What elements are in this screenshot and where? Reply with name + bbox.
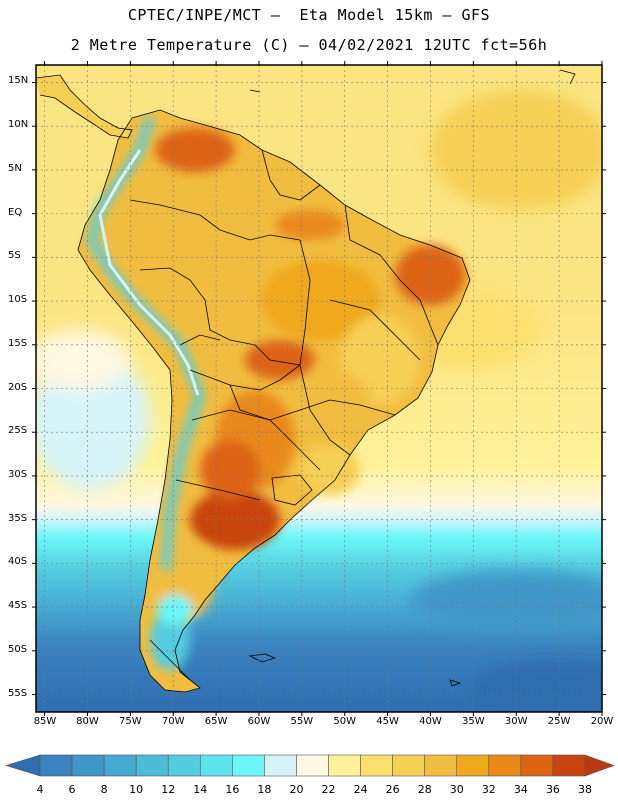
temperature-map [32, 61, 606, 716]
colorbar-box [71, 754, 105, 777]
lat-label: 10S [8, 294, 28, 306]
lat-label: 20S [8, 381, 28, 393]
lon-label: 50W [333, 716, 357, 727]
colorbar [4, 754, 615, 777]
title-line-1: CPTEC/INPE/MCT – Eta Model 15km – GFS [127, 6, 491, 24]
colorbar-label: 26 [385, 783, 400, 796]
colorbar-label: 18 [257, 783, 272, 796]
colorbar-label: 20 [289, 783, 304, 796]
colorbar-low-arrow [4, 754, 41, 777]
colorbar-box [167, 754, 201, 777]
map-frame [35, 64, 603, 713]
colorbar-label: 16 [225, 783, 240, 796]
lon-label: 40W [419, 716, 442, 727]
colorbar-box [135, 754, 169, 777]
colorbar-box [328, 754, 361, 777]
gridlines [36, 65, 602, 712]
title-line-2: 2 Metre Temperature (C) – 04/02/2021 12U… [70, 36, 548, 54]
colorbar-box [488, 754, 522, 777]
colorbar-box [360, 754, 393, 777]
colorbar-label: 8 [100, 783, 108, 796]
lat-label: 50S [8, 643, 28, 655]
lon-label: 70W [161, 716, 185, 727]
colorbar-box [552, 754, 586, 777]
colorbar-label: 6 [68, 783, 76, 796]
colorbar-box [392, 754, 426, 777]
lon-label: 55W [290, 716, 314, 727]
lon-label: 25W [547, 716, 571, 727]
colorbar-label: 34 [513, 783, 528, 796]
lon-label: 30W [504, 716, 528, 727]
lat-label: 45S [8, 600, 28, 612]
colorbar-box [520, 754, 554, 777]
lat-label: 35S [8, 512, 28, 524]
colorbar-label: 22 [321, 783, 336, 796]
lon-label: 20W [590, 716, 614, 727]
lon-label: 75W [119, 716, 142, 727]
islands [248, 69, 576, 687]
lat-label: 55S [8, 687, 28, 699]
colorbar-label: 4 [36, 783, 44, 796]
andes-cold-core [98, 149, 200, 396]
colorbar-label: 28 [417, 783, 432, 796]
colorbar-label: 12 [161, 783, 176, 796]
central-america-land [36, 75, 132, 138]
map-field [36, 65, 602, 712]
colorbar-box [264, 754, 297, 777]
colorbar-label: 38 [578, 783, 592, 796]
colorbar-label: 30 [449, 783, 464, 796]
colorbar-box [199, 754, 233, 777]
colorbar-label: 32 [481, 783, 496, 796]
colorbar-label: 36 [545, 783, 560, 796]
country-borders [36, 74, 471, 693]
colorbar-box [296, 754, 329, 777]
lat-label: EQ [8, 206, 23, 218]
colorbar-box [39, 754, 73, 777]
colorbar-label: 24 [353, 783, 368, 796]
lat-label: 30S [8, 468, 28, 480]
lat-label: 10N [8, 119, 29, 131]
lon-label: 45W [376, 716, 399, 727]
colorbar-box [456, 754, 490, 777]
colorbar-box [103, 754, 137, 777]
lat-label: 25S [8, 425, 28, 437]
lat-label: 15S [8, 337, 28, 349]
lon-label: 80W [76, 716, 99, 727]
lon-label: 65W [204, 716, 228, 727]
lat-label: 40S [8, 556, 28, 568]
colorbar-label: 14 [193, 783, 208, 796]
lat-label: 5N [8, 162, 22, 174]
lat-label: 5S [8, 250, 21, 262]
lon-label: 85W [33, 716, 57, 727]
colorbar-high-arrow [584, 754, 615, 777]
colorbar-label: 10 [129, 783, 144, 796]
land-warm-patches [150, 128, 465, 670]
colorbar-box [424, 754, 458, 777]
lat-label: 15N [8, 75, 29, 87]
lon-label: 35W [462, 716, 485, 727]
colorbar-box [232, 754, 265, 777]
lon-label: 60W [247, 716, 271, 727]
